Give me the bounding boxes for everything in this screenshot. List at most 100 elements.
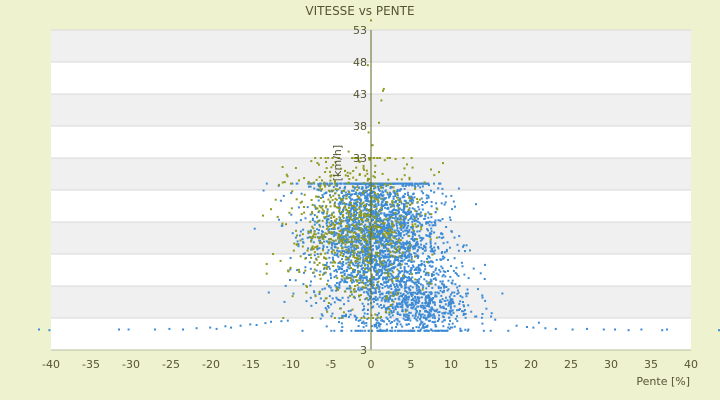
data-point	[314, 246, 317, 249]
data-point	[355, 223, 358, 226]
data-point	[319, 297, 322, 300]
data-point	[397, 205, 400, 208]
data-point	[401, 304, 404, 306]
data-point	[331, 252, 334, 255]
data-point	[409, 210, 412, 213]
data-point	[349, 197, 352, 200]
data-point	[350, 238, 353, 241]
data-point	[349, 203, 352, 206]
data-point	[335, 232, 338, 235]
data-point	[333, 317, 336, 319]
data-point	[444, 303, 447, 306]
data-point	[399, 217, 402, 220]
data-point	[403, 281, 406, 284]
data-point	[387, 258, 390, 261]
data-point	[449, 275, 452, 278]
data-point	[350, 278, 353, 281]
data-point	[292, 249, 295, 252]
data-point	[354, 226, 357, 228]
data-point	[391, 326, 393, 329]
data-point	[270, 208, 272, 211]
data-point	[357, 325, 360, 328]
data-point	[366, 261, 369, 264]
data-point	[355, 275, 358, 278]
data-point	[323, 272, 326, 275]
data-point	[371, 195, 374, 198]
data-point	[384, 204, 387, 206]
data-point	[384, 307, 387, 310]
x-tick-label: -35	[82, 358, 100, 371]
data-point	[367, 203, 370, 206]
data-point	[391, 294, 394, 297]
data-point	[422, 192, 425, 195]
data-point	[420, 190, 423, 193]
data-point	[374, 196, 377, 199]
data-point	[430, 227, 433, 230]
data-point	[390, 234, 393, 237]
data-point	[319, 253, 322, 256]
data-point	[307, 182, 310, 185]
data-point	[433, 191, 436, 194]
data-point	[372, 300, 375, 303]
data-point	[302, 241, 304, 244]
data-point	[352, 207, 355, 210]
data-point	[386, 193, 389, 196]
data-point	[321, 230, 323, 233]
data-point	[343, 182, 346, 185]
data-point	[393, 205, 396, 208]
data-point	[465, 295, 468, 298]
data-point	[407, 230, 410, 233]
data-point	[295, 198, 298, 201]
data-point	[345, 234, 348, 237]
data-point	[409, 271, 412, 274]
data-point	[328, 228, 331, 231]
data-point	[404, 262, 407, 265]
data-point	[438, 171, 440, 174]
data-point	[340, 274, 343, 277]
data-point	[356, 284, 359, 287]
data-point	[424, 265, 427, 268]
data-point	[363, 271, 366, 274]
data-point	[431, 329, 434, 332]
data-point	[358, 211, 361, 214]
data-point	[397, 259, 400, 262]
data-point	[444, 270, 447, 273]
data-point	[289, 268, 292, 271]
data-point	[340, 234, 342, 237]
data-point	[352, 231, 355, 234]
data-point	[410, 244, 413, 247]
data-point	[376, 326, 379, 329]
data-point	[413, 196, 416, 199]
data-point	[372, 204, 375, 207]
data-point	[422, 326, 425, 329]
data-point	[333, 329, 336, 332]
data-point	[403, 205, 405, 208]
data-point	[356, 246, 358, 249]
data-point	[391, 210, 393, 213]
data-point	[334, 233, 337, 236]
data-point	[382, 243, 384, 246]
data-point	[403, 266, 406, 268]
data-point	[369, 214, 372, 217]
data-point	[345, 249, 348, 251]
data-point	[391, 203, 394, 206]
data-point	[343, 190, 346, 193]
data-point	[423, 263, 426, 266]
data-point	[376, 284, 378, 286]
data-point	[398, 295, 401, 298]
data-point	[355, 212, 358, 214]
data-point	[411, 246, 414, 249]
data-point	[430, 189, 432, 192]
data-point	[379, 269, 382, 271]
data-point	[376, 182, 379, 185]
data-point	[333, 215, 336, 218]
data-point	[425, 197, 428, 200]
data-point	[302, 228, 305, 231]
data-point	[352, 224, 355, 227]
data-point	[334, 182, 337, 185]
data-point	[293, 242, 296, 245]
data-point	[416, 289, 419, 292]
data-point	[418, 222, 421, 225]
data-point	[398, 182, 401, 185]
data-point	[368, 215, 371, 218]
